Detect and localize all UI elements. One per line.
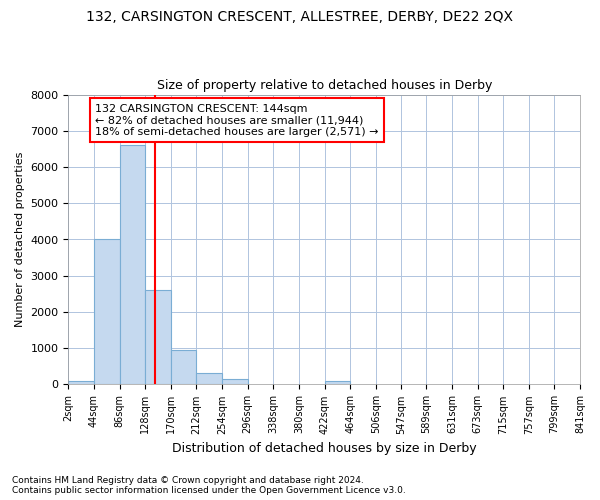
X-axis label: Distribution of detached houses by size in Derby: Distribution of detached houses by size … [172, 442, 476, 455]
Bar [325, 381, 350, 384]
Bar [68, 381, 94, 384]
Bar [171, 350, 196, 384]
Text: Contains HM Land Registry data © Crown copyright and database right 2024.
Contai: Contains HM Land Registry data © Crown c… [12, 476, 406, 495]
Bar [119, 146, 145, 384]
Y-axis label: Number of detached properties: Number of detached properties [15, 152, 25, 327]
Bar [145, 290, 171, 384]
Bar [196, 373, 222, 384]
Text: 132 CARSINGTON CRESCENT: 144sqm
← 82% of detached houses are smaller (11,944)
18: 132 CARSINGTON CRESCENT: 144sqm ← 82% of… [95, 104, 379, 137]
Bar [222, 379, 248, 384]
Title: Size of property relative to detached houses in Derby: Size of property relative to detached ho… [157, 79, 492, 92]
Text: 132, CARSINGTON CRESCENT, ALLESTREE, DERBY, DE22 2QX: 132, CARSINGTON CRESCENT, ALLESTREE, DER… [86, 10, 514, 24]
Bar [94, 240, 119, 384]
